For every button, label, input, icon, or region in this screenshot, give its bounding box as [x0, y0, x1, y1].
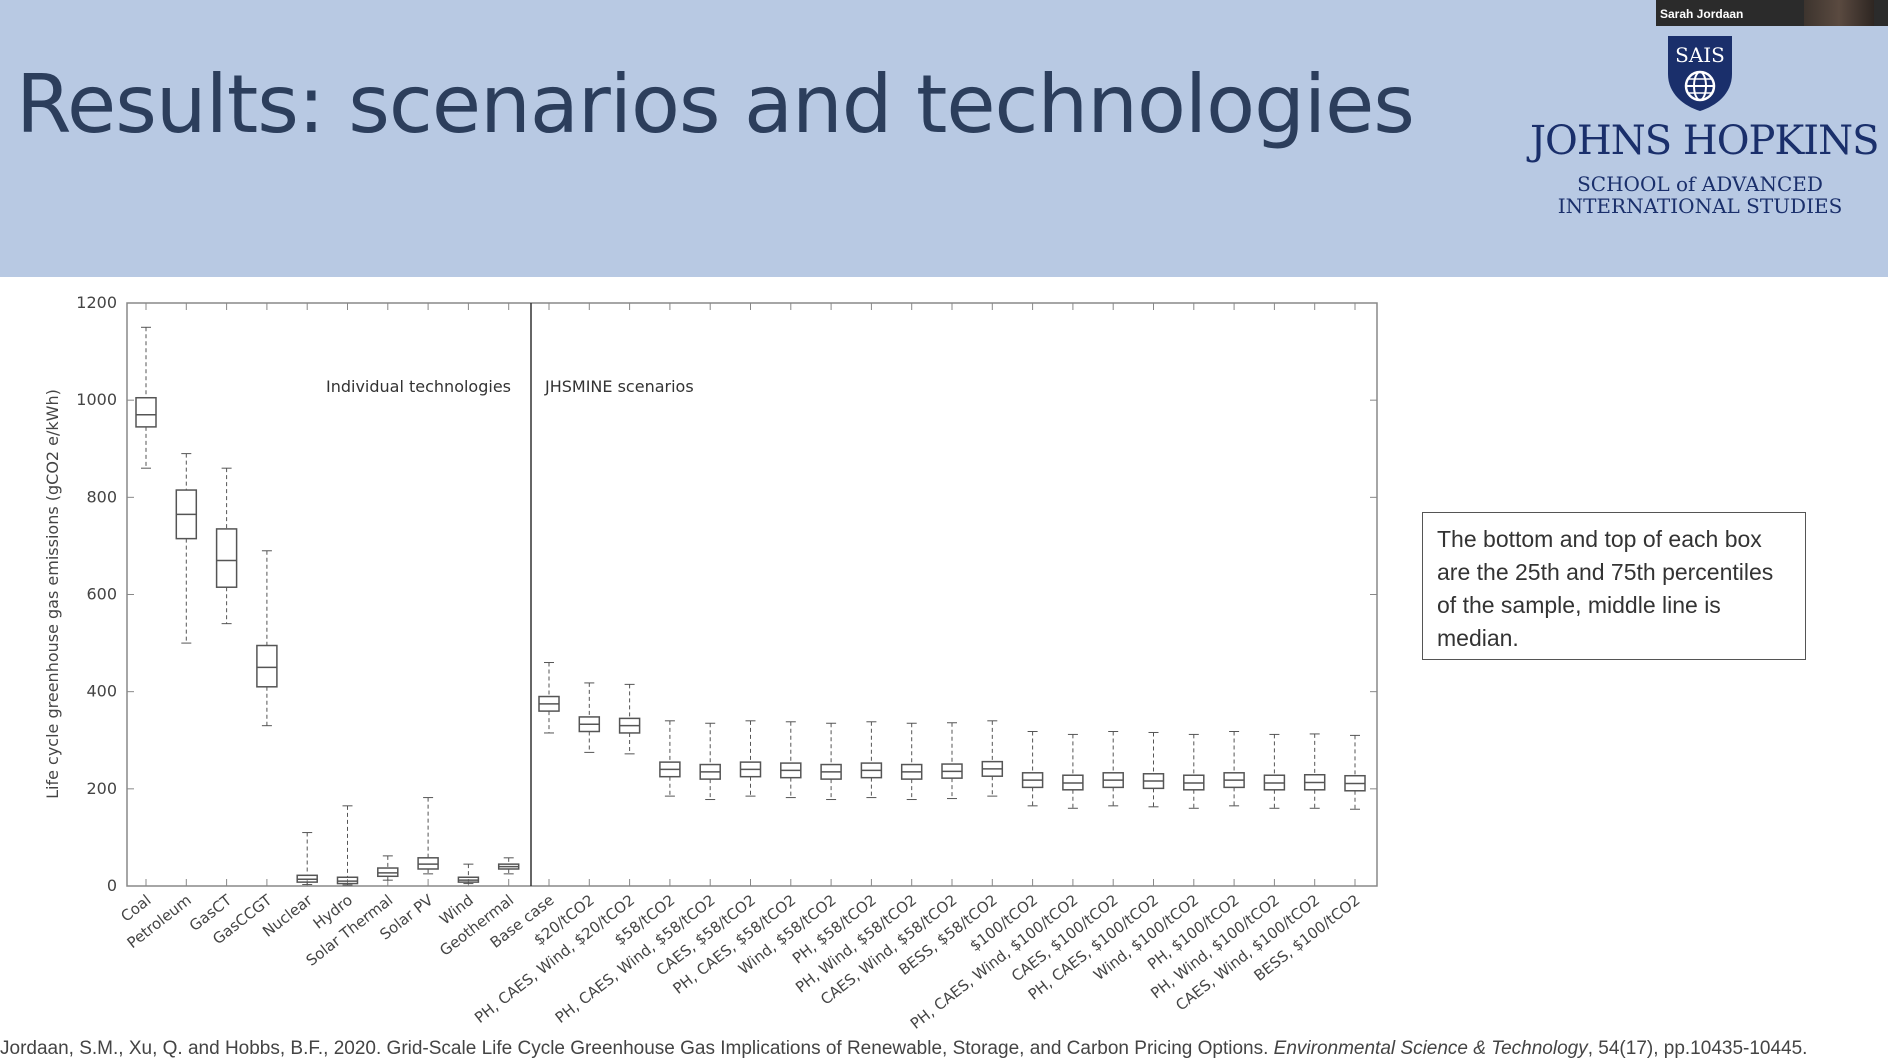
- webcam-thumbnail[interactable]: Sarah Jordaan: [1656, 0, 1888, 26]
- sais-shield-icon: SAIS: [1668, 36, 1732, 111]
- y-tick-label: 200: [86, 779, 117, 798]
- boxplot-chart: 0 200 400 600 800 1000 1200 Individual technol…: [43, 293, 1378, 1033]
- iqr-box: [215, 528, 238, 588]
- citation-journal: Environmental Science & Technology: [1273, 1038, 1588, 1059]
- y-tick-label: 400: [86, 682, 117, 701]
- citation: Jordaan, S.M., Xu, Q. and Hobbs, B.F., 2…: [0, 1038, 1807, 1060]
- citation-issue-pages: (17), pp.10435-10445.: [1619, 1038, 1808, 1059]
- panel-label-scenarios: JHSMINE scenarios: [544, 377, 694, 396]
- tick-layer: 0 200 400 600 800 1000 1200: [76, 293, 1377, 895]
- iqr-box: [256, 644, 278, 688]
- y-tick-label: 1200: [76, 293, 117, 312]
- y-tick-label: 800: [86, 487, 117, 506]
- y-tick-label: 1000: [76, 390, 117, 409]
- panel-label-individual: Individual technologies: [326, 377, 511, 396]
- y-tick-label: 0: [107, 876, 117, 895]
- title-banner: [0, 0, 1888, 277]
- box-explanation-note: The bottom and top of each box are the 2…: [1422, 512, 1806, 660]
- citation-volume: , 54: [1587, 1038, 1620, 1059]
- logo-school-line: SCHOOL of ADVANCED: [1577, 172, 1823, 196]
- citation-text: Jordaan, S.M., Xu, Q. and Hobbs, B.F., 2…: [0, 1038, 1274, 1059]
- iqr-box: [135, 396, 157, 428]
- logo-johns-hopkins: JOHNS HOPKINS: [1530, 118, 1880, 164]
- y-tick-label: 600: [86, 585, 117, 604]
- plot-frame: [126, 302, 1378, 887]
- webcam-video: [1804, 0, 1874, 26]
- box-layer: [135, 326, 1366, 886]
- participant-name: Sarah Jordaan: [1660, 7, 1744, 21]
- slide-title: Results: scenarios and technologies: [16, 58, 1415, 151]
- y-axis-label: Life cycle greenhouse gas emissions (gCO…: [43, 389, 62, 799]
- logo-intl-line: INTERNATIONAL STUDIES: [1557, 194, 1843, 218]
- jhu-sais-logo: SAIS JOHNS HOPKINS SCHOOL of ADVANCED IN…: [1530, 34, 1880, 224]
- seal-text: SAIS: [1675, 43, 1725, 67]
- x-tick-label-layer: CoalPetroleumGasCTGasCCGTNuclearHydroSol…: [117, 890, 1363, 1032]
